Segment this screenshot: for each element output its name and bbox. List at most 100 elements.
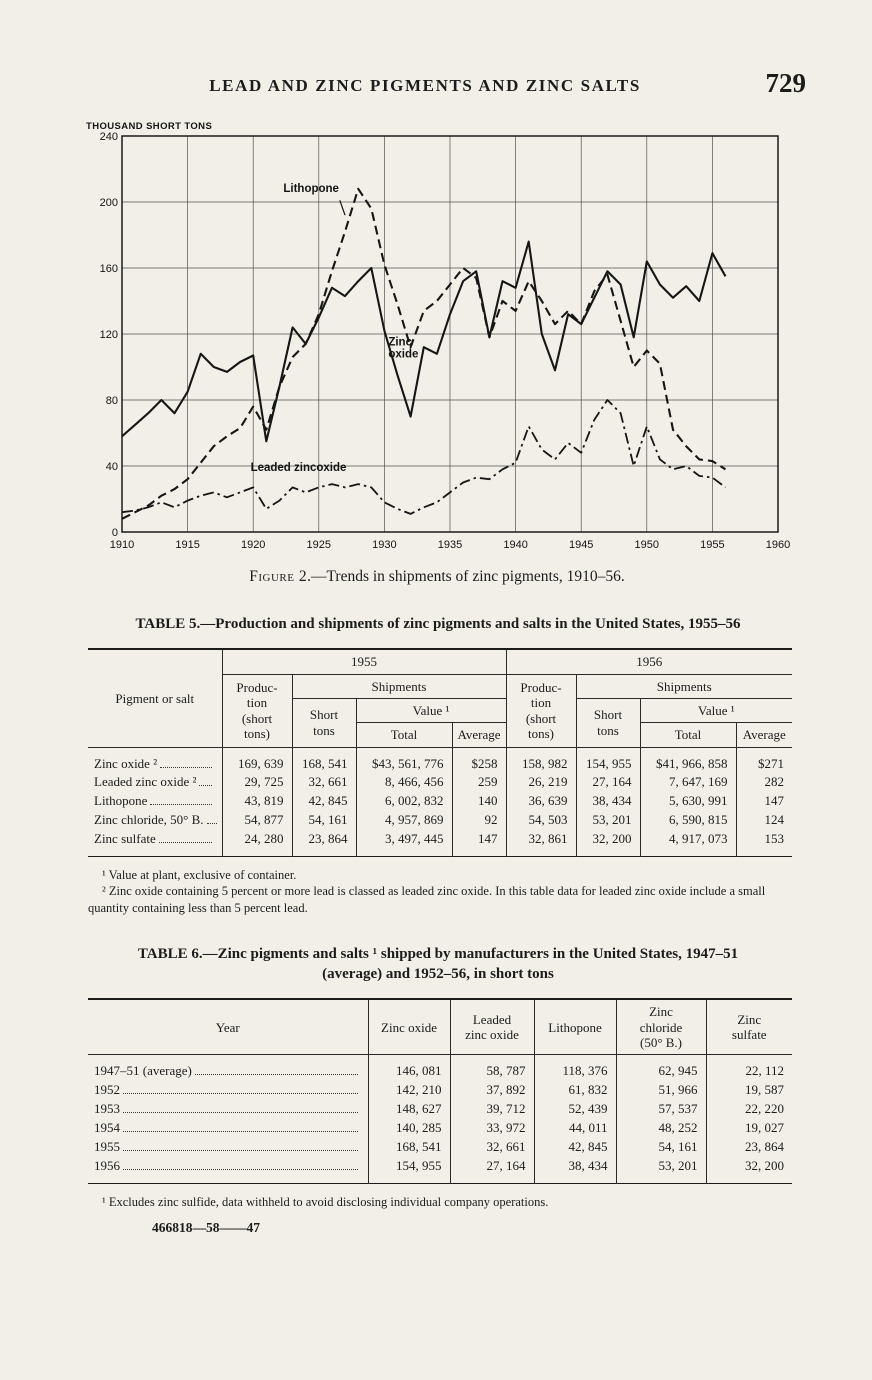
x-tick-label: 1930 <box>372 539 396 551</box>
value-cell: $271 <box>758 755 784 771</box>
dot-leader <box>150 804 212 806</box>
value-cell: 53, 201 <box>616 1156 707 1184</box>
figure-caption-text: .—Trends in shipments of zinc pigments, … <box>307 568 625 585</box>
x-tick-label: 1915 <box>175 539 199 551</box>
dot-leader <box>206 823 217 825</box>
value-cell: 8, 466, 456 <box>356 773 453 793</box>
value-cell: 142, 210 <box>368 1081 451 1101</box>
value-cell: $43, 561, 776 <box>356 747 453 774</box>
table-row: Zinc oxide ² 169, 639 168, 541 $43, 561,… <box>88 747 792 774</box>
col-production-1955: Produc- tion (short tons) <box>222 674 293 748</box>
value-cell: 54, 161 <box>292 811 357 831</box>
col-production-1956: Produc- tion (short tons) <box>506 674 577 748</box>
zinc-pigments-chart: 1910 1915 1920 1925 1930 1935 1940 1945 1950 1955… <box>86 121 790 551</box>
value-cell: 147 <box>452 830 507 857</box>
row-label: 1956 <box>88 1156 369 1184</box>
value-cell: 42, 845 <box>292 792 357 812</box>
x-tick-label: 1935 <box>438 539 462 551</box>
table-row: Leaded zinc oxide ² 29, 725 32, 661 8, 4… <box>88 773 792 793</box>
x-tick-label: 1960 <box>766 539 790 551</box>
value-cell: 154, 955 <box>368 1156 451 1184</box>
table-5: Pigment or salt 1955 1956 Produc- tion (… <box>88 648 792 858</box>
col-pigment-or-salt: Pigment or salt <box>88 649 223 748</box>
row-label: Leaded zinc oxide ² <box>88 773 223 793</box>
value-cell: 22, 112 <box>745 1063 784 1079</box>
value-cell: 6, 002, 832 <box>356 792 453 812</box>
col-total-1955: Total <box>356 722 453 748</box>
header-row: Year Zinc oxide Leaded zinc oxide Lithop… <box>88 999 792 1056</box>
series-label: Leaded zincoxide <box>251 462 347 474</box>
value-cell: 57, 537 <box>616 1100 707 1119</box>
value-cell: 27, 164 <box>576 773 641 793</box>
col-total-1956: Total <box>640 722 737 748</box>
header-row-years: Pigment or salt 1955 1956 <box>88 649 792 748</box>
col-short-tons-1956: Short tons <box>576 698 641 748</box>
value-cell: 53, 201 <box>576 811 641 831</box>
col-shipments-1956: Shipments <box>576 674 792 699</box>
value-cell: 37, 892 <box>450 1081 535 1101</box>
table-6-title: TABLE 6.—Zinc pigments and salts ¹ shipp… <box>137 945 739 983</box>
x-tick-label: 1910 <box>110 539 134 551</box>
value-cell: 19, 587 <box>745 1082 784 1098</box>
value-cell: 23, 864 <box>745 1138 784 1154</box>
value-cell: 36, 639 <box>506 792 577 812</box>
value-cell: 51, 966 <box>616 1081 707 1101</box>
value-cell: 54, 877 <box>222 811 293 831</box>
table-row: 1953 148, 627 39, 712 52, 439 57, 537 22… <box>88 1100 792 1119</box>
row-label: 1953 <box>88 1100 369 1119</box>
value-cell: 282 <box>764 774 785 790</box>
value-cell: 3, 497, 445 <box>356 830 453 857</box>
x-tick-label: 1955 <box>700 539 724 551</box>
col-1956: 1956 <box>506 649 792 675</box>
table-6-body: 1947–51 (average) 146, 081 58, 787 118, … <box>88 1054 792 1184</box>
value-cell: 4, 917, 073 <box>640 830 737 857</box>
value-cell: 158, 982 <box>506 747 577 774</box>
dot-leader <box>160 766 212 768</box>
row-label: Zinc oxide ² <box>88 747 223 774</box>
plot-frame <box>121 135 779 533</box>
dot-leader <box>123 1130 358 1132</box>
value-cell: 5, 630, 991 <box>640 792 737 812</box>
table-row: 1956 154, 955 27, 164 38, 434 53, 201 32… <box>88 1156 792 1184</box>
footnote: ² Zinc oxide containing 5 percent or mor… <box>88 884 766 915</box>
dot-leader <box>123 1168 358 1170</box>
value-cell: 32, 661 <box>292 773 357 793</box>
value-cell: 7, 647, 169 <box>640 773 737 793</box>
col-year: Year <box>88 999 369 1056</box>
col-leaded-zinc-oxide: Leaded zinc oxide <box>450 999 535 1056</box>
x-tick-label: 1920 <box>241 539 265 551</box>
table-5-title: TABLE 5.—Production and shipments of zin… <box>135 616 741 632</box>
table-6-footnotes: ¹ Excludes zinc sulfide, data withheld t… <box>88 1194 788 1210</box>
table-5-header: Pigment or salt 1955 1956 Produc- tion (… <box>88 649 792 748</box>
value-cell: 148, 627 <box>368 1100 451 1119</box>
value-cell: 32, 200 <box>745 1157 784 1173</box>
row-label: 1955 <box>88 1137 369 1157</box>
table-6-header: Year Zinc oxide Leaded zinc oxide Lithop… <box>88 999 792 1056</box>
value-cell: 169, 639 <box>222 747 293 774</box>
x-tick-label: 1925 <box>307 539 331 551</box>
value-cell: 38, 434 <box>576 792 641 812</box>
value-cell: 48, 252 <box>616 1118 707 1138</box>
series-line-solid <box>121 240 727 443</box>
value-cell: 24, 280 <box>222 830 293 857</box>
y-tick-label: 200 <box>100 197 118 209</box>
value-cell: 140 <box>452 792 507 812</box>
table-5-footnotes: ¹ Value at plant, exclusive of container… <box>88 867 788 916</box>
dot-leader <box>123 1093 358 1095</box>
value-cell: 43, 819 <box>222 792 293 812</box>
header-row-groups: Produc- tion (short tons) Shipments Prod… <box>88 674 792 748</box>
value-cell: 153 <box>764 831 785 847</box>
dot-leader <box>123 1112 358 1114</box>
page-number: 729 <box>765 68 807 98</box>
page-header: LEAD AND ZINC PIGMENTS AND ZINC SALTS 72… <box>88 68 806 108</box>
value-cell: 140, 285 <box>368 1118 451 1138</box>
value-cell: 259 <box>452 773 507 793</box>
value-cell: 32, 661 <box>450 1137 535 1157</box>
col-zinc-oxide: Zinc oxide <box>368 999 451 1056</box>
table-row: 1955 168, 541 32, 661 42, 845 54, 161 23… <box>88 1137 792 1157</box>
value-cell: 168, 541 <box>292 747 357 774</box>
dot-leader <box>194 1074 358 1076</box>
col-shipments-1955: Shipments <box>292 674 507 699</box>
y-tick-label: 160 <box>100 263 118 275</box>
value-cell: 32, 200 <box>576 830 641 857</box>
